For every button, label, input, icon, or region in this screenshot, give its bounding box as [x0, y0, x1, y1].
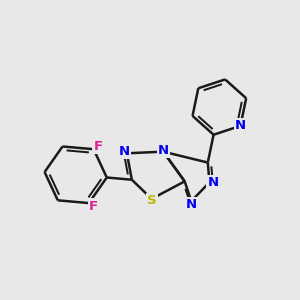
- Text: N: N: [207, 176, 219, 189]
- Text: N: N: [119, 145, 130, 158]
- Text: F: F: [89, 200, 98, 212]
- Text: N: N: [158, 144, 169, 157]
- Text: N: N: [186, 198, 197, 211]
- Text: N: N: [235, 119, 246, 132]
- Text: S: S: [147, 194, 157, 207]
- Text: F: F: [94, 140, 103, 153]
